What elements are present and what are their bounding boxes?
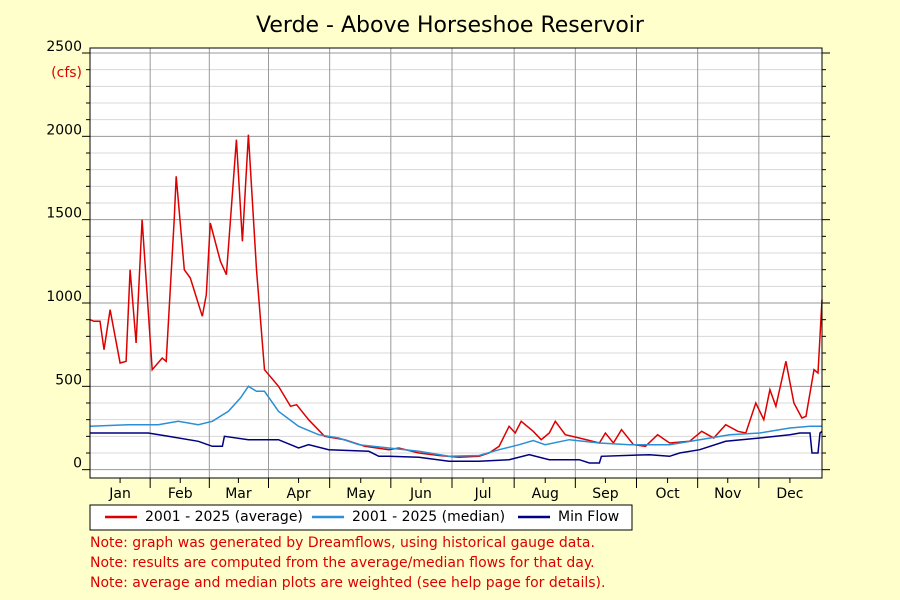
x-tick-label: Mar — [225, 486, 252, 502]
x-tick-label: Dec — [776, 486, 803, 502]
note: Note: graph was generated by Dreamflows,… — [90, 535, 595, 551]
y-tick-label: 0 — [73, 456, 82, 472]
plot-border — [89, 47, 823, 479]
x-tick-label: Apr — [286, 486, 310, 502]
chart-title: Verde - Above Horseshoe Reservoir — [256, 13, 645, 38]
x-tick-label: Jan — [108, 486, 131, 502]
legend-label: Min Flow — [558, 509, 619, 525]
y-tick-label: 500 — [55, 372, 82, 388]
legend-label: 2001 - 2025 (median) — [352, 509, 505, 525]
x-tick-label: Nov — [714, 486, 741, 502]
plot-area — [90, 48, 822, 478]
note: Note: average and median plots are weigh… — [90, 575, 605, 591]
legend-label: 2001 - 2025 (average) — [145, 509, 303, 525]
x-tick-label: May — [346, 486, 375, 502]
x-tick-label: Jun — [409, 486, 432, 502]
series-line — [89, 385, 822, 458]
x-tick-label: Oct — [655, 486, 680, 502]
note: Note: results are computed from the aver… — [90, 555, 595, 571]
y-tick-label: 1500 — [46, 206, 82, 222]
y-tick-label: 2000 — [46, 122, 82, 138]
y-axis-label: (cfs) — [51, 65, 82, 81]
x-tick-label: Jul — [474, 486, 492, 502]
x-tick-label: Aug — [532, 486, 559, 502]
y-tick-label: 1000 — [46, 289, 82, 305]
series-line — [90, 430, 823, 464]
x-tick-label: Feb — [168, 486, 193, 502]
x-tick-label: Sep — [592, 486, 619, 502]
y-tick-label: 2500 — [46, 39, 82, 55]
